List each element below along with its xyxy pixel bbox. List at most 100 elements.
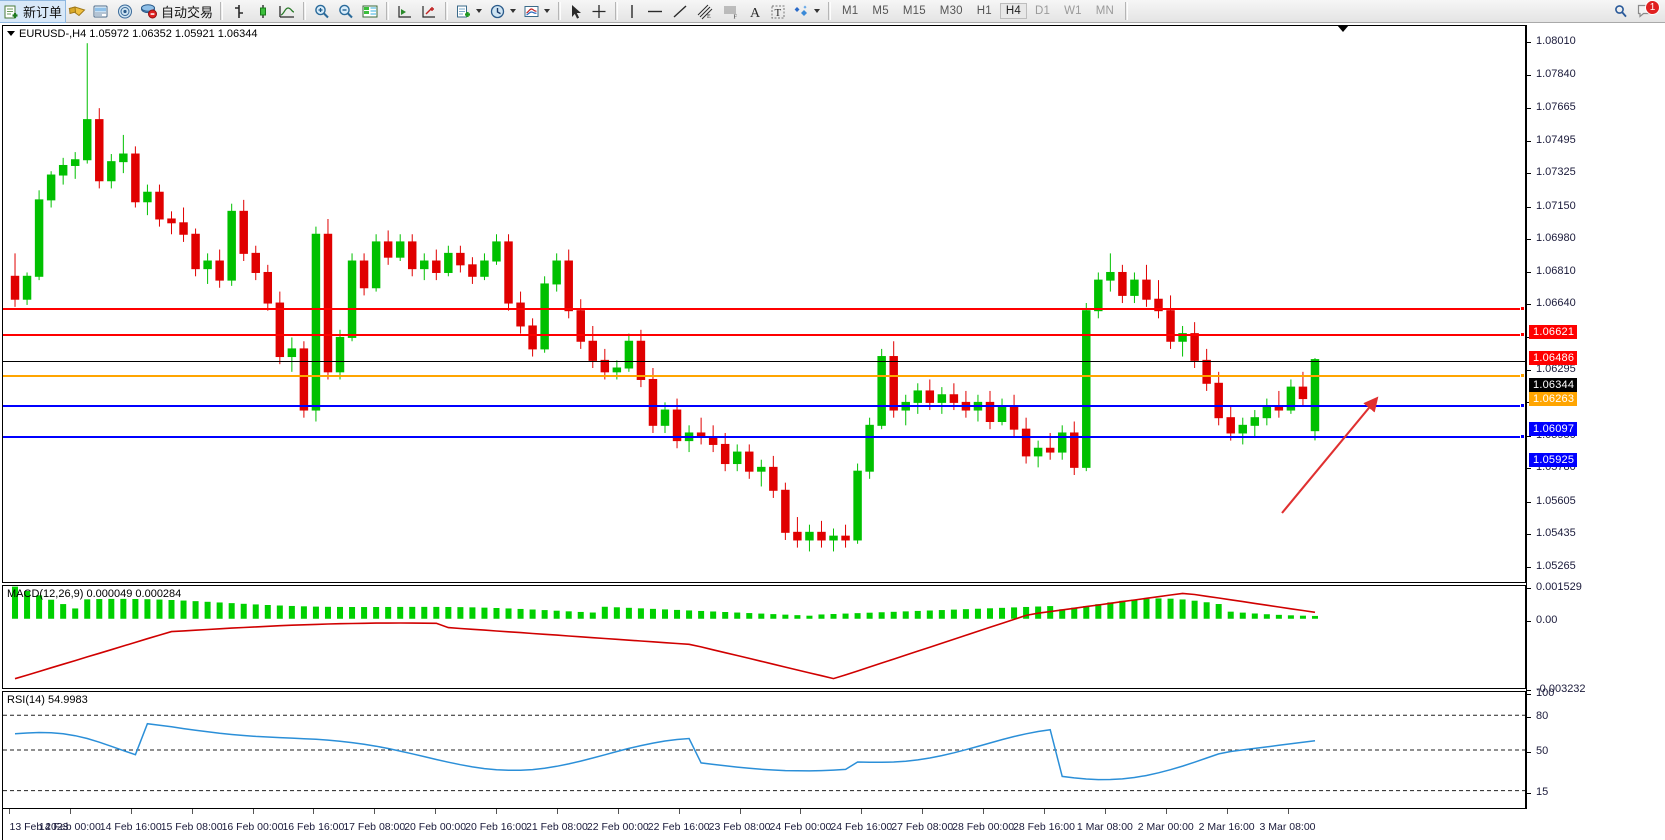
price-tick-label: 1.06295 [1536, 362, 1576, 375]
time-tick-label: 13 Feb 2023 [9, 821, 69, 833]
level-line-order[interactable] [3, 373, 1525, 378]
new-order-button[interactable]: 新订单 [0, 0, 67, 23]
chart-shift-button[interactable] [393, 1, 417, 22]
templates-button[interactable] [520, 1, 554, 22]
search-button[interactable] [1609, 1, 1633, 22]
level-line-support[interactable] [3, 403, 1525, 408]
vertical-line-button[interactable] [622, 1, 642, 22]
tile-windows-icon [361, 3, 379, 20]
collapse-triangle-icon[interactable] [7, 30, 15, 36]
time-tick-label: 28 Feb 16:00 [1013, 821, 1075, 833]
bar-chart-button[interactable] [227, 1, 251, 22]
timeframe-mn[interactable]: MN [1095, 5, 1115, 17]
level-line-current-price[interactable] [3, 361, 1525, 362]
chart-area[interactable]: EURUSD-,H4 1.05972 1.06352 1.05921 1.063… [0, 23, 1665, 840]
market-watch-button[interactable] [113, 1, 137, 22]
chart-shift-icon [396, 3, 414, 20]
level-line-handle[interactable] [1520, 306, 1525, 311]
time-tick-label: 22 Feb 00:00 [586, 821, 649, 833]
zoom-out-button[interactable] [334, 1, 358, 22]
level-line-support[interactable] [3, 434, 1525, 439]
time-tick-mark [69, 809, 71, 814]
timeframe-m15[interactable]: M15 [902, 5, 926, 17]
time-tick-label: 24 Feb 16:00 [830, 821, 893, 833]
chevron-down-icon[interactable] [476, 9, 483, 13]
time-tick-label: 2 Mar 00:00 [1137, 821, 1194, 833]
cursor-button[interactable] [565, 1, 587, 22]
price-tick-mark [1527, 501, 1531, 503]
price-level-tag-order[interactable]: 1.06263 [1529, 392, 1578, 406]
time-tick-label: 24 Feb 00:00 [769, 821, 832, 833]
price-pane[interactable]: EURUSD-,H4 1.05972 1.06352 1.05921 1.063… [2, 25, 1526, 583]
timeframe-h1[interactable]: H1 [976, 5, 992, 17]
time-tick-mark [1043, 809, 1045, 814]
timeframe-h4[interactable]: H4 [999, 3, 1027, 19]
price-tick-mark [1527, 206, 1531, 208]
timeframe-w1[interactable]: W1 [1064, 5, 1082, 17]
zoom-in-icon [313, 3, 331, 20]
price-level-tag-resistance[interactable]: 1.06486 [1529, 351, 1578, 365]
text-label-button[interactable]: T [766, 1, 790, 22]
chevron-down-icon[interactable] [510, 9, 517, 13]
price-level-tag-support[interactable]: 1.05925 [1529, 453, 1578, 467]
price-tick-mark [1527, 140, 1531, 142]
tile-windows-button[interactable] [358, 1, 382, 22]
price-scale[interactable]: 1.08010 1.07840 1.07665 1.07495 1.07325 1.071… [1526, 25, 1665, 809]
text-button[interactable]: A [744, 1, 766, 22]
zoom-in-button[interactable] [310, 1, 334, 22]
autotrade-button[interactable]: 自动交易 [137, 1, 216, 22]
toolbar-separator [445, 2, 449, 20]
expert-advisors-button[interactable] [65, 1, 89, 22]
fibonacci-button[interactable]: F [718, 1, 744, 22]
time-tick-label: 17 Feb 08:00 [343, 821, 406, 833]
toolbar-separator [558, 2, 562, 20]
rsi-tick-label: 15 [1536, 785, 1549, 798]
trendline-button[interactable] [668, 1, 692, 22]
shapes-button[interactable] [790, 1, 824, 22]
rsi-pane[interactable]: RSI(14) 54.9983 [2, 691, 1526, 809]
level-line-handle[interactable] [1520, 403, 1525, 408]
price-tick-mark [1527, 239, 1531, 241]
time-tick-label: 28 Feb 00:00 [952, 821, 1015, 833]
level-line-handle[interactable] [1520, 332, 1525, 337]
time-tick-mark [556, 809, 558, 814]
price-tick-label: 1.05605 [1536, 494, 1576, 507]
pane-collapse-marker-icon[interactable] [1337, 25, 1349, 32]
time-tick-label: 20 Feb 16:00 [465, 821, 527, 833]
time-tick-label: 2 Mar 16:00 [1198, 821, 1255, 833]
timeframe-m30[interactable]: M30 [939, 5, 963, 17]
indicators-button[interactable] [452, 1, 486, 22]
horizontal-line-button[interactable] [642, 1, 668, 22]
chevron-down-icon[interactable] [814, 9, 821, 13]
time-tick-label: 1 Mar 08:00 [1076, 821, 1133, 833]
macd-pane[interactable]: MACD(12,26,9) 0.000049 0.000284 [2, 585, 1526, 689]
equidistant-channel-button[interactable]: E [692, 1, 718, 22]
svg-text:T: T [775, 7, 782, 19]
terminal-button[interactable] [89, 1, 113, 22]
crosshair-button[interactable] [587, 1, 611, 22]
price-candles [10, 43, 1320, 552]
timeframe-m1[interactable]: M1 [842, 5, 859, 17]
toolbar-separator [220, 2, 224, 20]
candlestick-chart-button[interactable] [251, 1, 275, 22]
price-level-tag-resistance[interactable]: 1.06621 [1529, 325, 1578, 339]
level-line-handle[interactable] [1520, 373, 1525, 378]
level-line-resistance[interactable] [3, 306, 1525, 311]
price-level-tag-current-price[interactable]: 1.06344 [1529, 378, 1578, 392]
periods-button[interactable] [486, 1, 520, 22]
level-line-resistance[interactable] [3, 332, 1525, 337]
price-level-tag-support[interactable]: 1.06097 [1529, 422, 1578, 436]
chevron-down-icon[interactable] [544, 9, 551, 13]
time-axis[interactable]: 13 Feb 2023 14 Feb 00:00 14 Feb 16:00 15 Fe… [2, 809, 1526, 840]
line-chart-button[interactable] [275, 1, 299, 22]
timeframe-m5[interactable]: M5 [872, 5, 889, 17]
rsi-tick-mark [1527, 752, 1531, 753]
level-line-handle[interactable] [1520, 434, 1525, 439]
macd-tick-mark [1527, 620, 1531, 622]
timeframe-d1[interactable]: D1 [1035, 5, 1051, 17]
text-label-icon: T [769, 3, 787, 20]
price-tick-mark [1527, 108, 1531, 110]
auto-scroll-button[interactable] [417, 1, 441, 22]
chat-button[interactable]: 1 [1633, 0, 1660, 22]
cursor-icon [568, 3, 584, 20]
